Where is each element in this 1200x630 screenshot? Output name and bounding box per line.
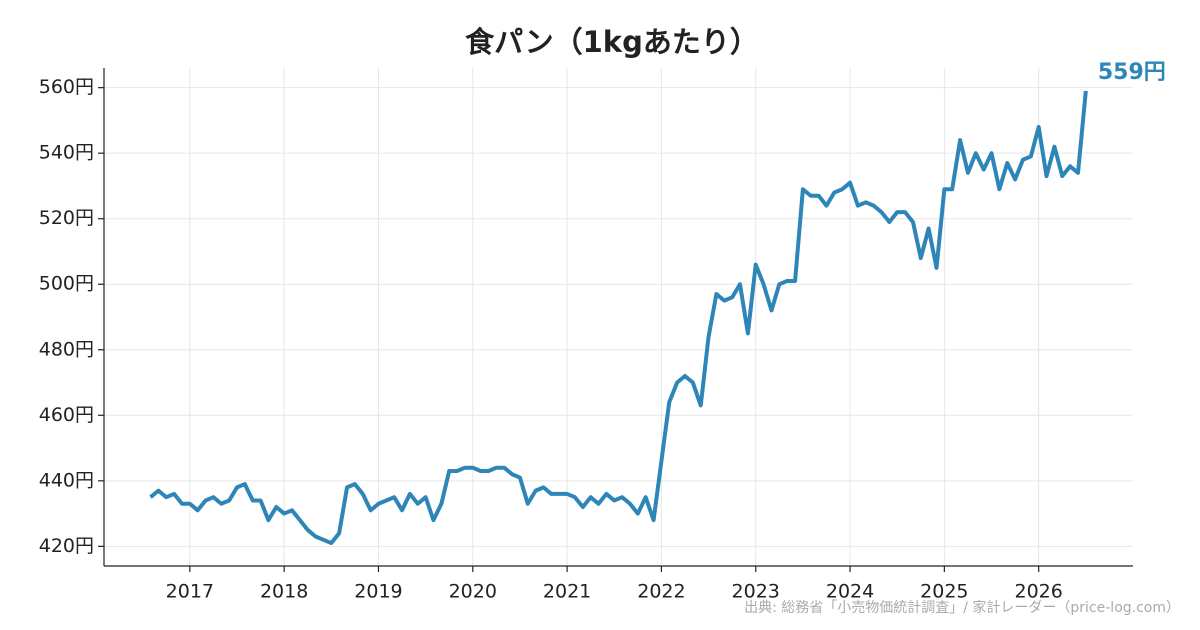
- x-tick-label: 2019: [354, 581, 402, 603]
- y-tick-label: 500円: [39, 273, 94, 295]
- x-tick-label: 2024: [826, 581, 874, 603]
- x-tick-label: 2017: [166, 581, 214, 603]
- value-label: 559円: [1098, 60, 1166, 85]
- y-tick-label: 560円: [39, 76, 94, 98]
- x-tick-label: 2022: [637, 581, 685, 603]
- chart-title: 食パン（1kgあたり）: [465, 25, 759, 59]
- x-tick-label: 2025: [920, 581, 968, 603]
- price-line: [149, 90, 1088, 546]
- y-tick-label: 480円: [39, 338, 94, 360]
- x-tick-label: 2026: [1015, 581, 1063, 603]
- y-tick-label: 520円: [39, 207, 94, 229]
- x-tick-label: 2023: [732, 581, 780, 603]
- x-tick-label: 2020: [449, 581, 497, 603]
- y-tick-label: 540円: [39, 142, 94, 164]
- y-tick-label: 460円: [39, 404, 94, 426]
- y-tick-label: 420円: [39, 535, 94, 557]
- x-tick-label: 2021: [543, 581, 591, 603]
- source-note: 出典: 総務省「小売物価統計調査」/ 家計レーダー（price-log.com）: [744, 599, 1180, 616]
- y-tick-label: 440円: [39, 469, 94, 491]
- x-tick-label: 2018: [260, 581, 308, 603]
